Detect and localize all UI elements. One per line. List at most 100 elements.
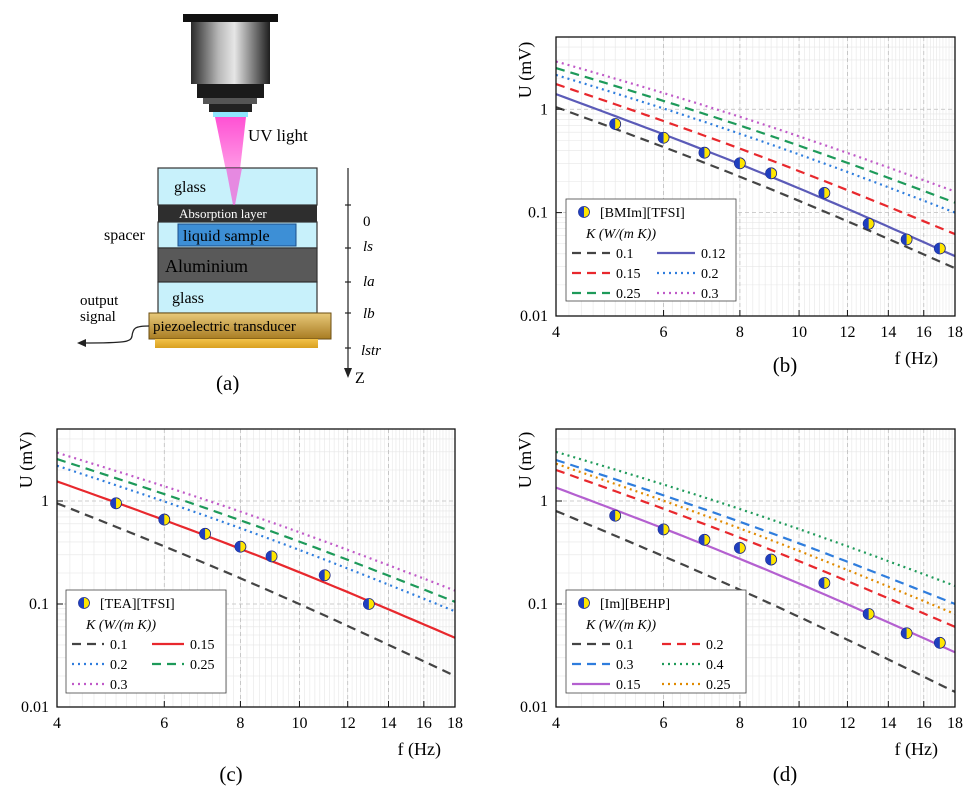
data-point <box>733 542 746 554</box>
y-tick-label: 1 <box>540 493 548 510</box>
series-line-0.1 <box>57 502 455 677</box>
data-point <box>765 553 778 566</box>
legend-series-name: 0.2 <box>110 658 128 673</box>
legend-marker <box>578 597 590 609</box>
liquid-sample-layer <box>177 223 297 247</box>
panel-caption: (d) <box>773 762 798 786</box>
x-tick-label: 14 <box>880 715 896 732</box>
x-tick-label: 12 <box>340 715 356 732</box>
legend-scatter-name: [TEA][TFSI] <box>100 597 175 612</box>
output-label-1: output <box>80 293 119 309</box>
legend-series-name: 0.3 <box>110 678 128 693</box>
data-point <box>862 608 875 620</box>
glass-bottom-label: glass <box>172 290 204 307</box>
legend-series-name: 0.2 <box>706 638 724 653</box>
aluminium-layer <box>157 247 318 283</box>
scatter-series <box>110 497 375 610</box>
x-tick-label: 4 <box>552 324 560 341</box>
glass-bottom-layer <box>157 281 318 314</box>
x-tick-label: 6 <box>660 324 668 341</box>
data-point <box>818 187 831 199</box>
data-point <box>609 509 622 522</box>
legend-series-name: 0.25 <box>616 287 641 302</box>
data-point <box>110 497 122 510</box>
legend-series-name: 0.15 <box>190 638 215 653</box>
x-tick-label: 18 <box>947 324 963 341</box>
x-tick-label: 16 <box>416 715 432 732</box>
series-line-0.2 <box>556 468 955 628</box>
schematic-panel: UV light glass Absorption layer liquid s… <box>77 14 381 395</box>
data-point <box>609 118 622 130</box>
panel-caption: (c) <box>219 762 242 786</box>
series-line-0.2 <box>57 464 455 613</box>
output-arrow-icon <box>77 339 86 347</box>
x-tick-label: 16 <box>916 715 932 732</box>
tick-labels: 4 6 8 10 12 14 16 18 0.01 0.1 1 <box>21 493 463 732</box>
legend-series-name: 0.1 <box>616 247 634 262</box>
x-tick-label: 8 <box>236 715 244 732</box>
series-line-0.15 <box>57 480 455 639</box>
legend-series-name: 0.4 <box>706 658 724 673</box>
piezo-layer <box>148 312 332 340</box>
z-tick-lb: lb <box>363 306 375 322</box>
objective-lens <box>183 14 278 117</box>
y-tick-label: 0.1 <box>528 205 548 222</box>
x-axis-label: f (Hz) <box>398 739 441 760</box>
scatter-series <box>609 118 946 255</box>
legend-title: K (W/(m K)) <box>585 618 656 633</box>
z-tick-lstr: lstr <box>361 343 381 359</box>
legend-series-name: 0.1 <box>616 638 634 653</box>
series-line-0.15 <box>556 83 955 236</box>
series-line-0.15 <box>556 486 955 654</box>
y-tick-label: 1 <box>540 101 548 118</box>
data-point <box>158 513 171 526</box>
x-tick-label: 10 <box>791 715 807 732</box>
data-point <box>900 627 913 640</box>
z-axis-arrow-icon <box>344 368 352 378</box>
piezo-base <box>155 339 318 348</box>
legend-series-name: 0.15 <box>616 678 641 693</box>
legend-series-name: 0.3 <box>701 287 719 302</box>
chart-panel-b: 4 6 8 10 12 14 16 18 0.01 0.1 1 f (Hz) U (mV) (b) [BMI… <box>515 36 963 377</box>
legend-title: K (W/(m K)) <box>85 618 156 633</box>
x-axis-label: f (Hz) <box>895 739 938 760</box>
y-axis-label: U (mV) <box>515 42 536 99</box>
legend-series-name: 0.25 <box>190 658 215 673</box>
data-point <box>698 146 711 159</box>
x-tick-label: 18 <box>447 715 463 732</box>
data-point <box>265 550 278 563</box>
data-point <box>199 527 211 540</box>
grid-minor <box>556 37 956 316</box>
x-tick-label: 6 <box>160 715 168 732</box>
y-axis-label: U (mV) <box>16 432 37 489</box>
x-tick-label: 14 <box>880 324 896 341</box>
legend-series-name: 0.1 <box>110 638 128 653</box>
data-point <box>733 157 746 170</box>
x-tick-label: 12 <box>839 715 855 732</box>
absorption-label: Absorption layer <box>179 206 267 221</box>
panel-caption: (b) <box>773 353 798 377</box>
legend-series-name: 0.12 <box>701 247 726 262</box>
series-line-0.3 <box>556 458 955 606</box>
series-line-0.25 <box>556 67 955 204</box>
x-tick-label: 8 <box>736 324 744 341</box>
series-line-0.25 <box>57 458 455 603</box>
spacer-label: spacer <box>104 227 146 244</box>
data-point <box>818 577 831 589</box>
data-point <box>765 167 778 180</box>
x-tick-label: 10 <box>791 324 807 341</box>
plot-frame <box>555 428 956 708</box>
scatter-series <box>609 509 946 649</box>
data-point <box>234 540 247 553</box>
data-point <box>933 636 946 649</box>
data-point <box>862 217 875 230</box>
chart-panel-d: 4 6 8 10 12 14 16 18 0.01 0.1 1 f (Hz) U (mV) (d) [Im]… <box>515 428 963 786</box>
legend-title: K (W/(m K)) <box>585 227 656 242</box>
data-point <box>657 131 670 144</box>
data-point <box>900 233 913 246</box>
x-tick-label: 6 <box>660 715 668 732</box>
legend-series-name: 0.2 <box>701 267 719 282</box>
absorption-layer <box>158 205 317 222</box>
z-tick-la: la <box>363 274 375 290</box>
